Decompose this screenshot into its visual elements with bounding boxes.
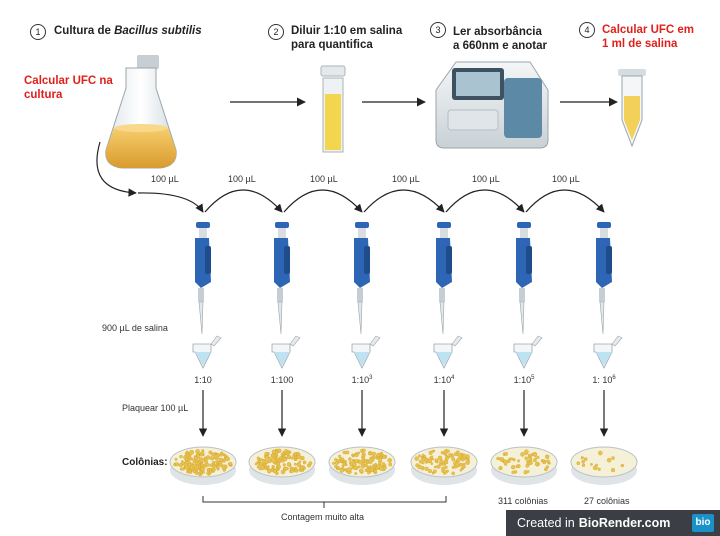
- step-1-text: Cultura de: [54, 25, 115, 37]
- dilution-tube-icon: [351, 335, 381, 369]
- petri-dish-icon: [248, 446, 316, 485]
- dilution-label: 1:103: [351, 375, 373, 385]
- step-1-number: 1: [30, 24, 46, 40]
- pipette-icon: [436, 222, 452, 335]
- transfer-arrow: [283, 189, 363, 213]
- petri-dish-icon: [169, 446, 237, 485]
- step-2-label: Diluir 1:10 em salina para quantifica: [291, 24, 402, 52]
- pipette-icon: [354, 222, 370, 335]
- pipette-icon: [195, 222, 211, 335]
- transfer-arrow: [445, 189, 525, 213]
- transfer-arrow: [363, 189, 445, 213]
- badge-prefix: Created in: [517, 516, 575, 530]
- dilution-label: 1:100: [270, 375, 294, 385]
- dilution-label: 1:105: [513, 375, 535, 385]
- dilution-tube-icon: [513, 335, 543, 369]
- transfer-label: 100 µL: [310, 174, 338, 184]
- high-count-bracket: [202, 496, 447, 503]
- step-1-species: Bacillus subtilis: [114, 25, 202, 37]
- step-4-number: 4: [579, 22, 595, 38]
- step-2-line2: para quantifica: [291, 39, 373, 51]
- cuvette-icon: [320, 65, 346, 153]
- dilution-tube-icon: [593, 335, 623, 369]
- saline-volume-label: 900 µL de salina: [102, 323, 168, 333]
- biorender-badge[interactable]: Created in BioRender.com bio: [506, 510, 720, 536]
- biorender-logo-icon: bio: [692, 514, 714, 532]
- step-4-line2: 1 ml de salina: [602, 38, 678, 50]
- transfer-label: 100 µL: [228, 174, 256, 184]
- transfer-arrow: [525, 189, 605, 213]
- petri-dish-icon: [570, 446, 638, 485]
- pipette-icon: [274, 222, 290, 335]
- dilution-label: 1:10: [194, 375, 212, 385]
- sample-tube-icon: [618, 69, 646, 148]
- badge-brand: BioRender.com: [578, 516, 671, 530]
- too-high-label: Contagem muito alta: [281, 512, 365, 522]
- pipette-icon: [596, 222, 612, 335]
- dilution-label: 1: 106: [592, 375, 616, 385]
- step-4-label: Calcular UFC em 1 ml de salina: [602, 23, 694, 51]
- step-3-number: 3: [430, 22, 446, 38]
- transfer-label: 100 µL: [552, 174, 580, 184]
- flask-icon: [105, 55, 177, 169]
- transfer-arrow: [137, 192, 204, 213]
- pipette-icon: [516, 222, 532, 335]
- arrow-flask-to-series: [96, 141, 137, 197]
- transfer-label: 100 µL: [392, 174, 420, 184]
- petri-dish-icon: [490, 446, 558, 485]
- dilution-tube-icon: [433, 335, 463, 369]
- plate-count-label: 311 colônias: [498, 496, 548, 506]
- spectrophotometer-icon: [435, 61, 549, 149]
- culture-note: Calcular UFC na cultura: [24, 74, 113, 102]
- plate-count-label: 27 colônias: [584, 496, 630, 506]
- transfer-arrow: [204, 189, 283, 213]
- step-1-label: Cultura de Bacillus subtilis: [54, 24, 202, 38]
- petri-dish-icon: [410, 446, 478, 485]
- step-3-label: Ler absorbância a 660nm e anotar: [453, 25, 547, 53]
- colonies-label: Colônias:: [122, 457, 168, 468]
- dilution-tube-icon: [271, 335, 301, 369]
- step-2-number: 2: [268, 24, 284, 40]
- petri-dish-icon: [328, 446, 396, 485]
- plating-label: Plaquear 100 µL: [122, 403, 189, 413]
- culture-note-line2: cultura: [24, 89, 63, 101]
- dilution-tube-icon: [192, 335, 222, 369]
- transfer-label: 100 µL: [472, 174, 500, 184]
- step-3-line1: Ler absorbância: [453, 26, 542, 38]
- culture-note-line1: Calcular UFC na: [24, 75, 113, 87]
- dilution-label: 1:104: [433, 375, 455, 385]
- transfer-label: 100 µL: [151, 174, 179, 184]
- step-3-line2: a 660nm e anotar: [453, 40, 547, 52]
- step-2-line1: Diluir 1:10 em salina: [291, 25, 403, 37]
- step-4-line1: Calcular UFC em: [602, 24, 695, 36]
